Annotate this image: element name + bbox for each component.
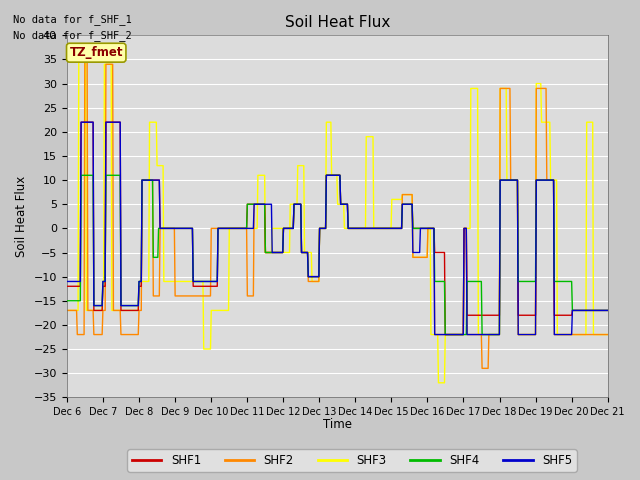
Y-axis label: Soil Heat Flux: Soil Heat Flux <box>15 176 28 257</box>
Legend: SHF1, SHF2, SHF3, SHF4, SHF5: SHF1, SHF2, SHF3, SHF4, SHF5 <box>127 449 577 472</box>
Text: TZ_fmet: TZ_fmet <box>70 46 123 59</box>
X-axis label: Time: Time <box>323 419 352 432</box>
Text: No data for f_SHF_2: No data for f_SHF_2 <box>13 30 132 41</box>
Text: No data for f_SHF_1: No data for f_SHF_1 <box>13 13 132 24</box>
Title: Soil Heat Flux: Soil Heat Flux <box>285 15 390 30</box>
